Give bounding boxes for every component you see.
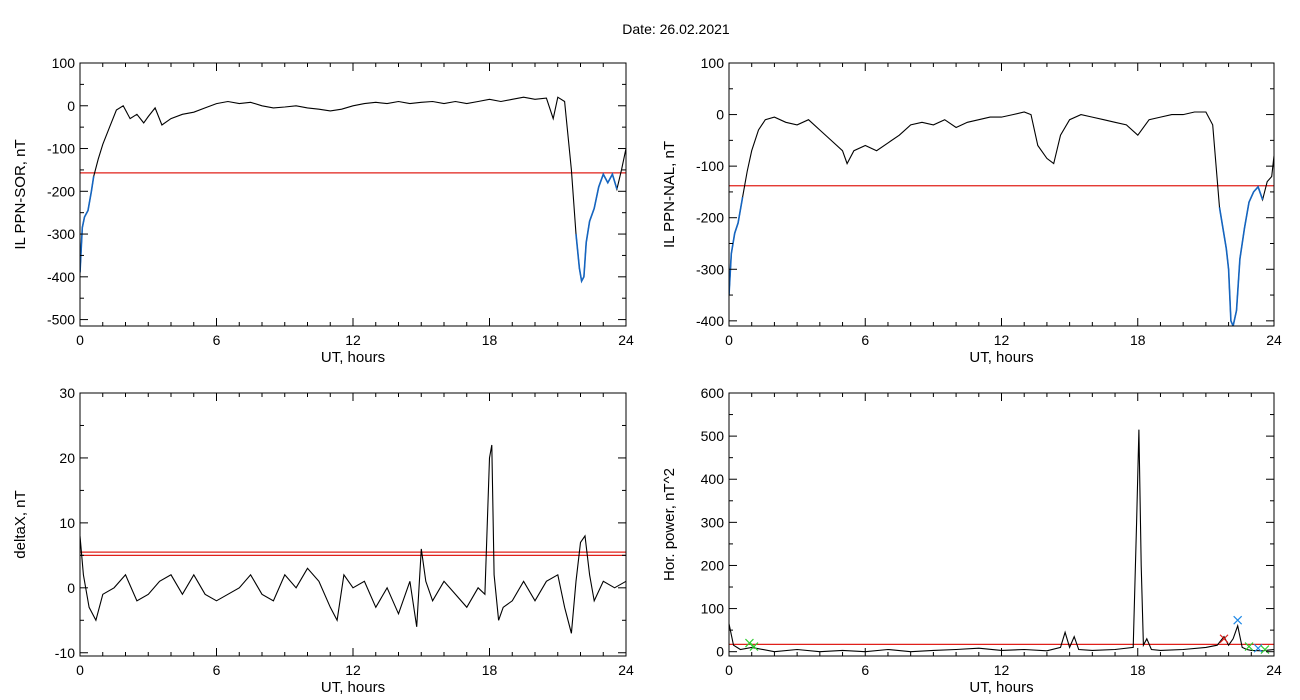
y-tick-label: 100 <box>701 601 725 617</box>
y-axis-label: IL PPN-SOR, nT <box>12 139 29 249</box>
y-tick-label: -200 <box>47 183 75 199</box>
y-tick-label: -100 <box>47 141 75 157</box>
y-tick-label: 20 <box>59 450 75 466</box>
x-tick-label: 0 <box>725 332 733 348</box>
y-axis-label: deltaX, nT <box>12 490 29 558</box>
x-tick-label: 6 <box>861 332 869 348</box>
y-tick-label: -100 <box>696 158 724 174</box>
data-line <box>729 111 1274 326</box>
plot-frame <box>79 62 627 327</box>
y-tick-label: 200 <box>701 557 725 573</box>
y-tick-label: 30 <box>59 385 75 401</box>
chart-panel-2: 0 6 12 18 24 100 0 -100 -200 -300 -400 UT, hours IL … <box>661 55 1282 366</box>
y-tick-label: 0 <box>67 580 75 596</box>
y-tick-label: -300 <box>696 261 724 277</box>
plot-frame <box>79 392 627 657</box>
cross-marker <box>1244 642 1254 651</box>
chart-panel-1: 0 6 12 18 24 100 0 -100 -200 -300 -400 -500 UT, hour… <box>12 55 634 366</box>
cross-marker <box>1253 643 1263 653</box>
x-tick-label: 18 <box>1130 332 1146 348</box>
x-axis-label: UT, hours <box>969 349 1033 366</box>
y-tick-label: 300 <box>701 514 725 530</box>
x-tick-label: 0 <box>76 332 84 348</box>
y-tick-label: 10 <box>59 515 75 531</box>
data-line <box>80 444 626 634</box>
y-tick-label: 0 <box>67 98 75 114</box>
y-tick-label: 500 <box>701 428 725 444</box>
y-axis-label: IL PPN-NAL, nT <box>661 141 678 248</box>
cross-marker <box>1219 634 1229 644</box>
chart-panel-4: 0 6 12 18 24 600 500 400 300 200 100 0 UT, hours Hor.… <box>661 385 1282 696</box>
y-tick-label: -200 <box>696 210 724 226</box>
date-label: Date: 26.02.2021 <box>622 21 730 37</box>
x-tick-label: 12 <box>345 662 361 678</box>
cross-marker <box>1260 645 1270 654</box>
y-tick-label: 0 <box>716 644 724 660</box>
cross-marker <box>745 638 754 648</box>
x-tick-label: 6 <box>861 662 869 678</box>
x-tick-label: 24 <box>1266 332 1282 348</box>
below-threshold-line <box>729 196 744 296</box>
y-axis-label: Hor. power, nT^2 <box>661 468 678 581</box>
y-tick-label: 100 <box>52 55 76 71</box>
data-line <box>729 429 1274 653</box>
x-tick-label: 24 <box>1266 662 1282 678</box>
y-tick-label: 0 <box>716 107 724 123</box>
below-threshold-line <box>80 176 95 273</box>
x-tick-label: 0 <box>725 662 733 678</box>
x-tick-label: 12 <box>994 662 1010 678</box>
x-tick-label: 18 <box>1130 662 1146 678</box>
x-tick-label: 18 <box>482 662 498 678</box>
below-threshold-line <box>575 172 618 284</box>
below-threshold-line <box>1218 185 1264 326</box>
x-axis-label: UT, hours <box>969 679 1033 696</box>
y-tick-label: 400 <box>701 471 725 487</box>
y-tick-label: -500 <box>47 312 75 328</box>
x-tick-label: 24 <box>618 662 634 678</box>
x-axis-label: UT, hours <box>321 349 385 366</box>
data-line <box>80 96 626 283</box>
y-tick-label: -400 <box>696 313 724 329</box>
x-tick-label: 6 <box>213 332 221 348</box>
x-tick-label: 0 <box>76 662 84 678</box>
x-tick-label: 18 <box>482 332 498 348</box>
y-tick-label: 100 <box>701 55 725 71</box>
x-tick-label: 12 <box>994 332 1010 348</box>
x-axis-label: UT, hours <box>321 679 385 696</box>
y-tick-label: 600 <box>701 385 725 401</box>
plot-frame <box>728 392 1275 657</box>
y-tick-label: -400 <box>47 269 75 285</box>
y-tick-label: -300 <box>47 226 75 242</box>
x-tick-label: 12 <box>345 332 361 348</box>
y-tick-label: -10 <box>55 645 75 661</box>
cross-marker <box>749 642 759 651</box>
cross-marker <box>1233 615 1243 625</box>
plot-frame <box>728 62 1275 327</box>
x-tick-label: 6 <box>213 662 221 678</box>
x-tick-label: 24 <box>618 332 634 348</box>
